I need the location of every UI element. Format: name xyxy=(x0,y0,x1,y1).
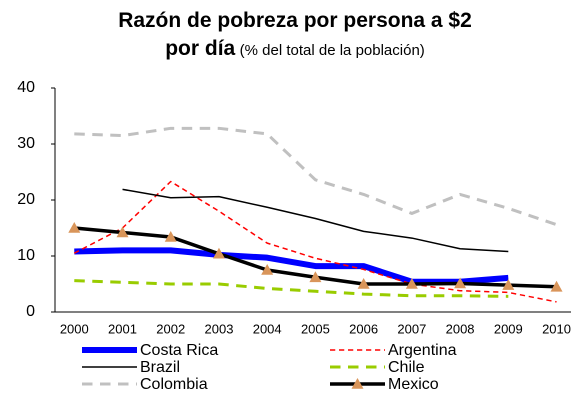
x-tick-label: 2010 xyxy=(542,321,571,336)
legend-label: Colombia xyxy=(140,376,208,393)
legend-label: Brazil xyxy=(140,359,180,376)
y-tick-label: 0 xyxy=(26,303,35,320)
chart-title: Razón de pobreza por persona a $2 por dí… xyxy=(118,9,472,60)
legend-marker xyxy=(351,378,364,389)
marker xyxy=(116,226,129,238)
series-line xyxy=(73,180,557,303)
marker xyxy=(309,271,322,283)
x-tick-label: 2008 xyxy=(446,321,475,336)
legend-label: Chile xyxy=(388,359,425,376)
series-line xyxy=(74,126,558,227)
x-tick-label: 2004 xyxy=(253,321,282,336)
marker xyxy=(68,222,81,233)
x-tick-label: 2006 xyxy=(349,321,378,336)
series-line xyxy=(74,247,509,285)
marker xyxy=(550,280,563,292)
chart-subtitle: (% del total de la población) xyxy=(239,42,425,59)
y-tick-label: 30 xyxy=(17,135,35,152)
x-tick-label: 2000 xyxy=(60,321,89,336)
series-line xyxy=(74,279,509,298)
x-tick-label: 2005 xyxy=(301,321,330,336)
y-tick-label: 40 xyxy=(17,79,35,96)
y-tick-label: 10 xyxy=(17,247,35,264)
x-tick-label: 2002 xyxy=(156,321,185,336)
marker xyxy=(357,278,370,289)
legend-label: Costa Rica xyxy=(140,342,218,359)
x-tick-label: 2007 xyxy=(397,321,426,336)
legend-label: Argentina xyxy=(388,342,457,359)
marker xyxy=(405,278,418,289)
marker xyxy=(212,247,225,259)
marker xyxy=(502,279,515,290)
marker xyxy=(261,264,274,275)
marker xyxy=(164,230,177,242)
legend-label: Mexico xyxy=(388,376,439,393)
marker xyxy=(454,277,467,289)
title-block: Razón de pobreza por persona a $2 por dí… xyxy=(100,8,490,64)
y-tick-label: 20 xyxy=(17,191,35,208)
x-tick-label: 2009 xyxy=(494,321,523,336)
series-line xyxy=(122,188,509,253)
x-tick-label: 2003 xyxy=(205,321,234,336)
x-tick-label: 2001 xyxy=(108,321,137,336)
